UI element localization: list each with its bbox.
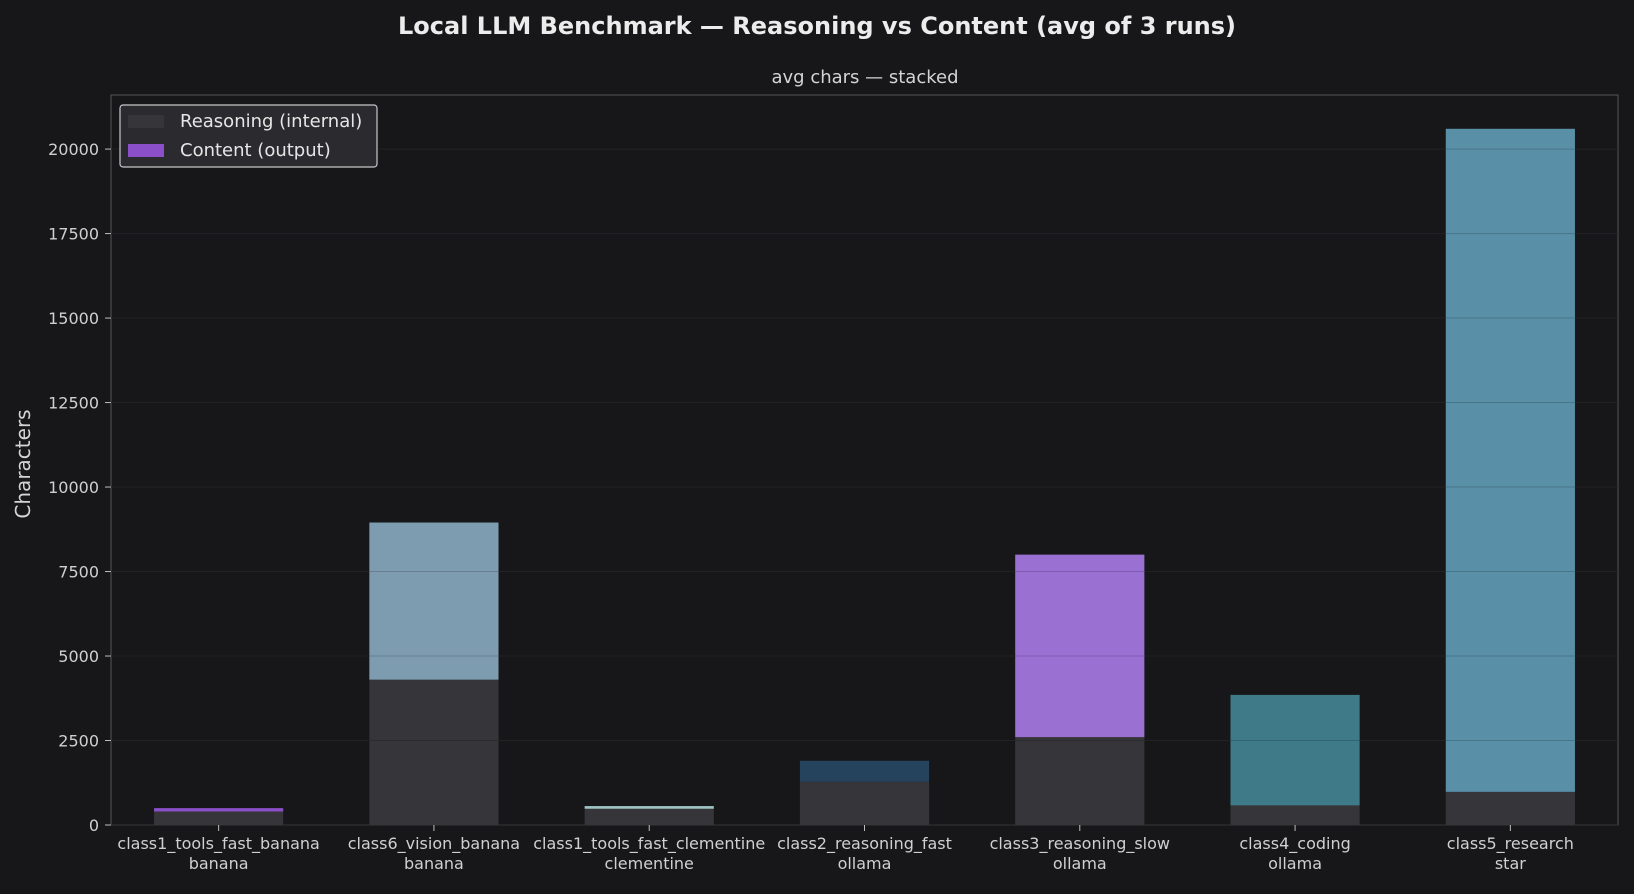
reasoning-bar [154, 811, 284, 825]
y-tick-label: 20000 [48, 140, 99, 159]
y-tick-label: 5000 [58, 647, 99, 666]
reasoning-bar [584, 808, 714, 825]
x-tick-host-label: ollama [1268, 854, 1322, 873]
x-tick-label: class1_tools_fast_banana [117, 834, 319, 854]
content-bar [1230, 694, 1360, 806]
y-tick-label: 15000 [48, 309, 99, 328]
x-tick-label: class3_reasoning_slow [990, 834, 1170, 854]
plot-area: 0 2500 5000 7500 10000 12500 15000 17500 20000 cl… [48, 94, 1619, 873]
y-tick-label: 10000 [48, 478, 99, 497]
y-tick-label: 0 [89, 816, 99, 835]
legend-label: Content (output) [180, 140, 331, 161]
legend: Reasoning (internal) Content (output) [119, 104, 378, 168]
y-tick-label: 17500 [48, 225, 99, 244]
reasoning-bar [369, 679, 499, 825]
x-tick-host-label: clementine [605, 854, 694, 873]
reasoning-bar [1015, 737, 1145, 825]
y-tick-label: 7500 [58, 563, 99, 582]
legend-label: Reasoning (internal) [180, 111, 362, 132]
legend-swatch [128, 115, 164, 128]
x-tick-host-label: banana [189, 854, 249, 873]
x-tick-label: class1_tools_fast_clementine [533, 834, 765, 854]
y-tick-label: 2500 [58, 732, 99, 751]
x-tick-label: class4_coding [1239, 834, 1350, 854]
reasoning-bar [1445, 791, 1575, 825]
reasoning-bar [799, 781, 930, 825]
content-bar [369, 522, 499, 680]
chart-subtitle: avg chars — stacked [771, 67, 958, 88]
reasoning-bar [1230, 805, 1360, 825]
plot-frame [110, 94, 1619, 826]
chart-title: Local LLM Benchmark — Reasoning vs Conte… [398, 12, 1236, 40]
y-tick-label: 12500 [48, 394, 99, 413]
content-bar [154, 808, 284, 812]
x-tick-host-label: ollama [1053, 854, 1107, 873]
x-tick-host-label: ollama [838, 854, 892, 873]
x-tick-label: class5_research [1447, 834, 1574, 854]
x-tick-label: class6_vision_banana [348, 834, 520, 854]
content-bar [1015, 554, 1145, 738]
x-tick-label: class2_reasoning_fast [777, 834, 952, 854]
y-axis-label: Characters [11, 409, 35, 518]
x-tick-host-label: banana [404, 854, 464, 873]
legend-box [119, 104, 378, 168]
legend-swatch [128, 144, 164, 157]
content-bar [799, 760, 930, 782]
content-bar [584, 806, 714, 809]
content-bar [1445, 128, 1575, 792]
x-tick-host-label: star [1495, 854, 1526, 873]
